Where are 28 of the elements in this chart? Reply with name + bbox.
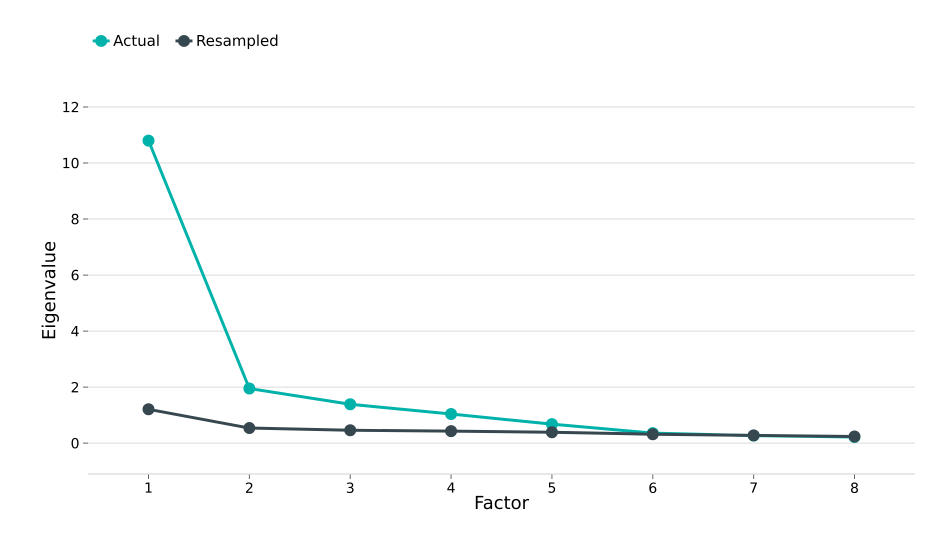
y-axis-title: Eigenvalue bbox=[42, 242, 59, 338]
point bbox=[445, 408, 458, 420]
legend-label: Resampled bbox=[197, 34, 278, 49]
y-tick-label: 4 bbox=[71, 326, 79, 336]
x-tick-label: 3 bbox=[346, 482, 354, 494]
point bbox=[344, 424, 356, 436]
x-tick-label: 7 bbox=[750, 482, 757, 493]
legend-label: Actual bbox=[113, 34, 159, 46]
x-tick-label: 2 bbox=[246, 482, 252, 493]
x-tick-label: 6 bbox=[649, 482, 656, 494]
x-tick-label: 4 bbox=[447, 482, 455, 493]
x-tick-label: 1 bbox=[146, 482, 152, 493]
y-tick-label: 2 bbox=[72, 382, 78, 392]
x-axis-title: Factor bbox=[476, 496, 529, 510]
point bbox=[243, 382, 256, 395]
point bbox=[344, 398, 356, 410]
point bbox=[546, 426, 558, 438]
x-tick-label: 5 bbox=[548, 482, 556, 493]
point bbox=[142, 134, 155, 147]
y-tick-label: 0 bbox=[72, 438, 79, 448]
y-tick-label: 6 bbox=[72, 270, 79, 280]
y-tick-label: 12 bbox=[63, 102, 78, 112]
y-tick-label: 10 bbox=[63, 158, 79, 168]
point bbox=[243, 422, 256, 434]
point bbox=[142, 403, 155, 416]
y-tick-label: 8 bbox=[72, 214, 79, 224]
point bbox=[445, 425, 458, 438]
x-tick-label: 8 bbox=[851, 482, 858, 494]
